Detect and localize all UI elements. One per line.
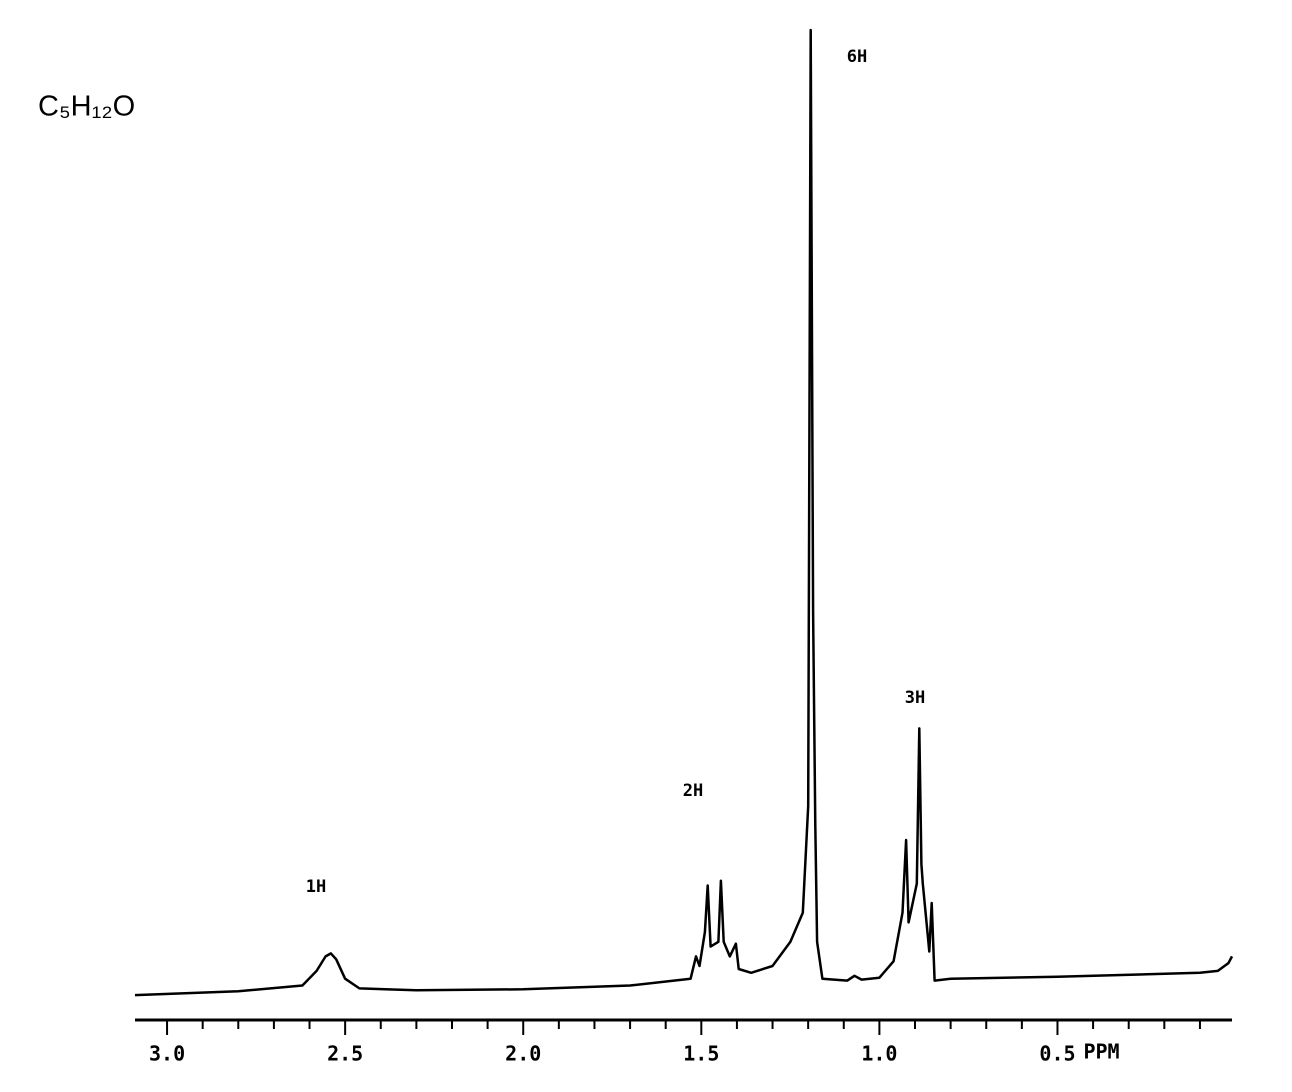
x-tick-label: 2.0 <box>505 1042 541 1066</box>
peak-annotation: 1H <box>306 877 326 897</box>
peak-annotation: 6H <box>847 47 867 67</box>
x-tick-label: 3.0 <box>149 1042 185 1066</box>
peak-annotation: 3H <box>905 688 925 708</box>
x-axis-label: PPM <box>1083 1040 1119 1064</box>
spectrum-line <box>134 28 1234 997</box>
x-tick-label: 1.5 <box>683 1042 719 1066</box>
peak-annotation: 2H <box>683 781 703 801</box>
x-tick-label: 1.0 <box>861 1042 897 1066</box>
chart-title: C₅H₁₂O <box>38 91 135 123</box>
x-tick-label: 2.5 <box>327 1042 363 1066</box>
x-tick-label: 0.5 <box>1039 1042 1075 1066</box>
